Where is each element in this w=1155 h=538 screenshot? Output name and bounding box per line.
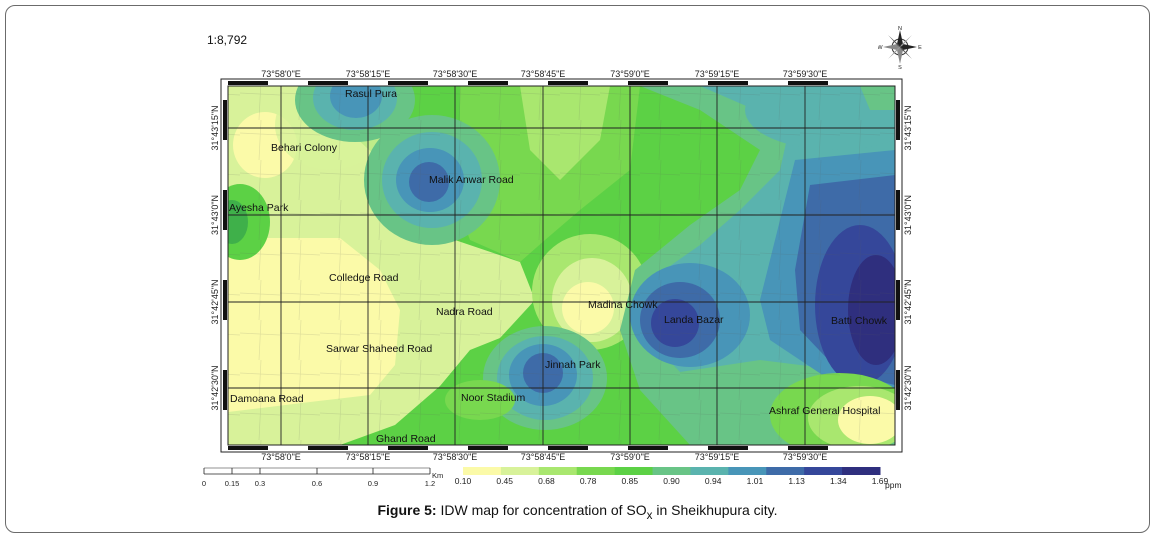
lon-label-bottom: 73°59'30"E <box>783 452 828 462</box>
lon-label-bottom: 73°58'45"E <box>521 452 566 462</box>
lat-label-right: 31°42'30"N <box>903 365 913 410</box>
scale-tick: 1.2 <box>425 479 435 488</box>
place-label: Ghand Road <box>376 433 436 445</box>
place-label: Behari Colony <box>271 142 338 154</box>
lat-label-right: 31°43'15"N <box>903 105 913 150</box>
place-label: Rasul Pura <box>345 88 397 100</box>
legend-swatch <box>614 467 654 475</box>
lon-label-bottom: 73°59'15"E <box>695 452 740 462</box>
legend-swatch <box>576 467 616 475</box>
legend-value-label: 1.69 <box>872 476 889 486</box>
compass-e: E <box>918 45 922 51</box>
legend-swatch <box>652 467 691 475</box>
scale-bar: 0 0.15 0.3 0.6 0.9 1.2 Km <box>202 467 443 488</box>
place-label: Malik Anwar Road <box>429 174 514 186</box>
lon-label-top: 73°58'0"E <box>261 69 301 79</box>
legend-swatch <box>842 467 881 475</box>
lon-label-top: 73°58'45"E <box>521 69 566 79</box>
caption-text: IDW map for concentration of SO <box>440 502 647 518</box>
scale-tick: 0.15 <box>225 479 240 488</box>
lon-label-bottom: 73°59'0"E <box>610 452 650 462</box>
scale-unit: Km <box>432 471 443 480</box>
scale-tick: 0.6 <box>312 479 322 488</box>
legend-value-label: 0.94 <box>705 476 722 486</box>
legend-swatch <box>463 467 502 475</box>
scale-tick: 0.9 <box>368 479 378 488</box>
caption-prefix: Figure 5: <box>377 502 437 518</box>
caption-text-end: in Sheikhupura city. <box>652 502 778 518</box>
lon-label-top: 73°58'30"E <box>433 69 478 79</box>
place-label: Sarwar Shaheed Road <box>326 343 432 355</box>
map-scale-ratio: 1:8,792 <box>207 33 248 47</box>
legend-swatch <box>766 467 805 475</box>
figure-caption: Figure 5: IDW map for concentration of S… <box>0 502 1155 522</box>
legend-value-label: 0.68 <box>538 476 555 486</box>
place-label: Ashraf General Hospital <box>769 405 880 417</box>
lon-label-bottom: 73°58'30"E <box>433 452 478 462</box>
legend-value-label: 0.78 <box>580 476 597 486</box>
compass-s: S <box>898 65 902 69</box>
legend-value-label: 1.13 <box>788 476 805 486</box>
lat-label-right: 31°43'0"N <box>903 195 913 235</box>
lon-label-top: 73°59'0"E <box>610 69 650 79</box>
legend-labels: 0.10 0.45 0.68 0.78 0.85 0.90 0.94 1.01 1.13 1.34… <box>455 476 889 486</box>
lat-label-left: 31°42'45"N <box>210 279 220 324</box>
lon-label-top: 73°58'15"E <box>346 69 391 79</box>
legend-value-label: 0.45 <box>496 476 513 486</box>
place-label: Landa Bazar <box>664 314 724 326</box>
legend-color-ramp <box>463 467 881 475</box>
lat-label-left: 31°43'0"N <box>210 195 220 235</box>
legend-value-label: 0.90 <box>663 476 680 486</box>
legend-unit: ppm <box>885 480 902 490</box>
caption-subscript: x <box>646 508 653 522</box>
legend-swatch <box>804 467 843 475</box>
scale-tick: 0 <box>202 479 206 488</box>
compass-rose-icon: N S W E <box>878 26 922 69</box>
legend-value-label: 0.85 <box>622 476 639 486</box>
place-label: Damoana Road <box>230 393 304 405</box>
legend-swatch <box>728 467 767 475</box>
legend-value-label: 1.34 <box>830 476 847 486</box>
legend-value-label: 0.10 <box>455 476 472 486</box>
lat-label-left: 31°42'30"N <box>210 365 220 410</box>
lon-label-top: 73°59'15"E <box>695 69 740 79</box>
lat-label-left: 31°43'15"N <box>210 105 220 150</box>
place-label: Ayesha Park <box>229 202 289 214</box>
place-label: Batti Chowk <box>831 315 888 327</box>
lon-label-bottom: 73°58'15"E <box>346 452 391 462</box>
compass-w: W <box>878 45 883 51</box>
place-label: Noor Stadium <box>461 392 525 404</box>
legend-swatch <box>538 467 578 475</box>
legend-swatch <box>500 467 540 475</box>
place-label: Jinnah Park <box>545 359 601 371</box>
lon-label-top: 73°59'30"E <box>783 69 828 79</box>
scale-tick: 0.3 <box>255 479 265 488</box>
place-label: Nadra Road <box>436 306 493 318</box>
place-label: Colledge Road <box>329 272 399 284</box>
legend-value-label: 1.01 <box>747 476 764 486</box>
compass-n: N <box>898 26 902 32</box>
legend-swatch <box>690 467 729 475</box>
lat-label-right: 31°42'45"N <box>903 279 913 324</box>
lon-label-bottom: 73°58'0"E <box>261 452 301 462</box>
place-label: Madina Chowk <box>588 299 658 311</box>
